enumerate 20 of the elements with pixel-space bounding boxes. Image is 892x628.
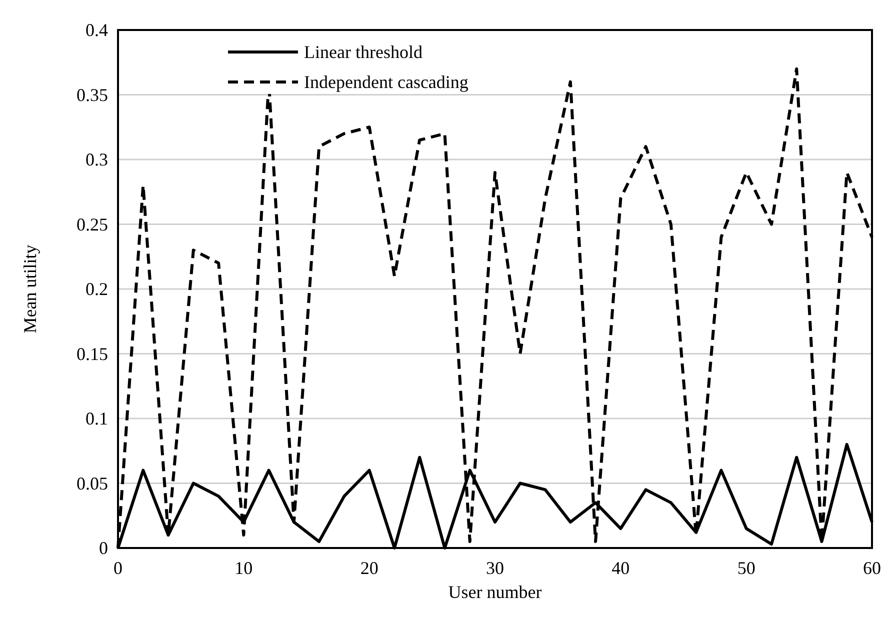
x-tick-label: 30	[486, 558, 504, 578]
x-tick-label: 60	[863, 558, 881, 578]
x-tick-label: 0	[114, 558, 122, 578]
y-tick-label: 0.2	[86, 279, 108, 299]
y-tick-label: 0.15	[76, 344, 108, 364]
y-tick-label: 0	[99, 538, 108, 558]
y-tick-label: 0.35	[76, 84, 108, 105]
x-axis-title: User number	[448, 582, 542, 602]
x-tick-label: 40	[612, 558, 630, 578]
y-tick-label: 0.05	[76, 473, 108, 494]
y-tick-label: 0.3	[86, 150, 108, 170]
y-tick-label: 0.1	[86, 408, 108, 428]
y-axis-title: Mean utility	[20, 244, 40, 334]
y-tick-label: 0.25	[76, 214, 108, 234]
x-tick-label: 10	[234, 558, 253, 578]
y-tick-label: 0.4	[86, 20, 108, 40]
legend-label: Linear threshold	[304, 42, 422, 62]
x-tick-label: 20	[360, 558, 378, 578]
legend-label: Independent cascading	[304, 72, 468, 92]
x-tick-label: 50	[737, 558, 756, 578]
